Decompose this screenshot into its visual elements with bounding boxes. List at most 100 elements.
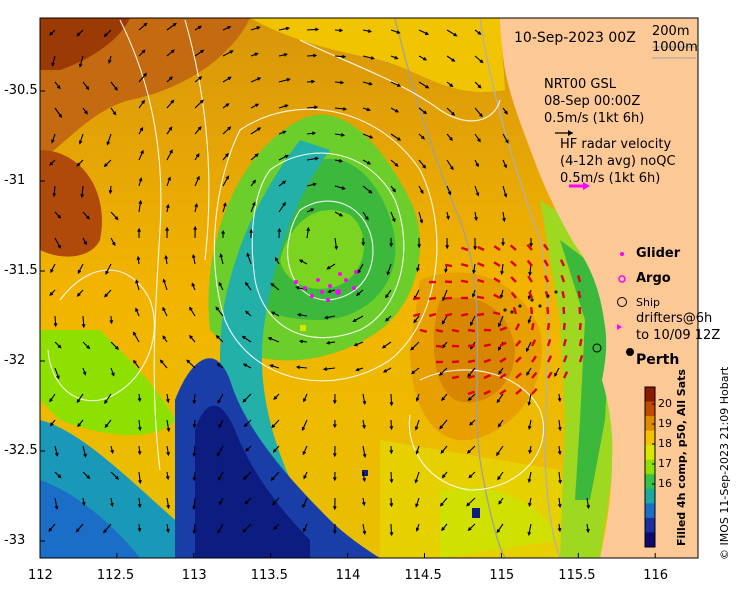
velocity-arrow [222, 176, 229, 187]
drifter-marker [617, 324, 622, 330]
velocity-arrow [48, 523, 56, 532]
colorbar-segment [645, 503, 655, 519]
hf-radar-arrow [460, 312, 469, 317]
altimetry-time: 08-Sep 00:00Z [544, 94, 641, 109]
y-tick-label: -32 [4, 353, 26, 368]
colorbar [644, 386, 656, 548]
colorbar-segment [645, 387, 655, 403]
velocity-arrow [104, 393, 112, 404]
velocity-arrow [273, 445, 280, 453]
warm-region-west [40, 150, 102, 257]
velocity-arrow [474, 55, 483, 63]
velocity-arrow [362, 133, 373, 139]
velocity-arrow [242, 523, 252, 533]
velocity-arrow [446, 133, 453, 141]
legend-drifters-2: to 10/09 12Z [636, 328, 721, 343]
velocity-arrow [383, 367, 392, 373]
velocity-arrow [138, 419, 141, 430]
city-label-perth: Perth [636, 352, 680, 368]
velocity-arrow [501, 263, 504, 274]
velocity-arrow [324, 367, 336, 370]
velocity-arrow [354, 341, 364, 347]
velocity-arrow [77, 419, 84, 427]
velocity-arrow [528, 393, 532, 405]
velocity-arrow [500, 289, 504, 298]
velocity-arrow [502, 185, 507, 197]
hf-radar-arrow [412, 312, 421, 318]
hf-radar-arrow [578, 338, 583, 347]
velocity-arrow [446, 107, 455, 116]
velocity-arrow [468, 523, 476, 531]
hf-radar-arrow [444, 296, 453, 300]
x-tick-label: 116 [643, 568, 669, 583]
velocity-arrow [194, 126, 202, 135]
velocity-arrow [385, 289, 392, 298]
velocity-arrow [362, 211, 369, 220]
velocity-arrow [222, 76, 231, 83]
hf-radar-arrow [510, 291, 517, 299]
velocity-arrow [244, 497, 252, 504]
colorbar-title: Filled 4h comp, p50, All Sats [675, 369, 688, 546]
hf-radar-arrow [499, 373, 507, 380]
velocity-arrow [162, 307, 168, 317]
velocity-arrow [110, 211, 119, 220]
colorbar-segment [645, 532, 655, 548]
hf-radar-arrow [460, 262, 469, 268]
depth-contour-label-200: 200m [652, 24, 690, 39]
velocity-arrow [446, 29, 457, 37]
depth-contour-label-1000: 1000m [652, 40, 698, 55]
velocity-arrow [558, 445, 561, 454]
velocity-arrow [441, 523, 448, 531]
hf-radar-arrow [546, 355, 553, 363]
colorbar-segment [645, 445, 655, 461]
velocity-arrow [303, 523, 308, 532]
x-tick-label: 114 [335, 568, 361, 583]
x-tick-label: 113 [181, 568, 207, 583]
velocity-arrow [334, 107, 346, 110]
velocity-arrow [49, 393, 56, 402]
velocity-arrow [353, 315, 364, 322]
hf-radar-arrow [578, 322, 582, 331]
velocity-arrow [163, 279, 168, 291]
velocity-arrow [473, 263, 476, 273]
hf-radar-arrow [460, 279, 469, 284]
velocity-arrow [82, 471, 90, 479]
velocity-arrow [554, 367, 560, 377]
velocity-arrow [496, 445, 504, 456]
velocity-arrow [334, 81, 344, 84]
velocity-arrow [110, 81, 118, 91]
velocity-arrow [270, 364, 280, 369]
colorbar-tick-label: 19 [658, 417, 672, 430]
velocity-arrow [586, 497, 590, 508]
hf-radar-arrow [546, 371, 553, 379]
legend-glider: Glider [636, 246, 681, 261]
hf-radar-arrow [578, 354, 584, 363]
hf-radar-arrow [428, 296, 437, 301]
velocity-arrow [390, 81, 401, 87]
velocity-arrow [138, 445, 141, 454]
velocity-arrow [81, 185, 84, 197]
velocity-arrow [390, 133, 401, 141]
velocity-arrow [498, 315, 504, 327]
velocity-arrow [250, 153, 259, 161]
velocity-arrow [186, 359, 196, 369]
hf-radar-arrow [467, 328, 476, 333]
velocity-arrow [216, 335, 224, 343]
hf-radar-arrow [546, 322, 551, 331]
hf-radar-arrow [483, 358, 492, 364]
velocity-arrow [327, 263, 336, 270]
hf-radar-arrow [428, 312, 437, 317]
velocity-arrow [390, 523, 393, 536]
velocity-arrow [306, 54, 317, 57]
hf-radar-arrow [483, 374, 491, 380]
hf-radar-arrow [477, 262, 485, 268]
velocity-arrow [362, 159, 371, 165]
velocity-arrow [526, 367, 532, 376]
hf-radar-arrow [509, 244, 517, 251]
velocity-arrow [218, 282, 224, 291]
velocity-arrow [390, 107, 399, 113]
velocity-arrow [166, 100, 174, 109]
hf-radar-arrow [526, 243, 533, 251]
velocity-arrow [54, 445, 58, 456]
velocity-arrow [468, 393, 476, 401]
